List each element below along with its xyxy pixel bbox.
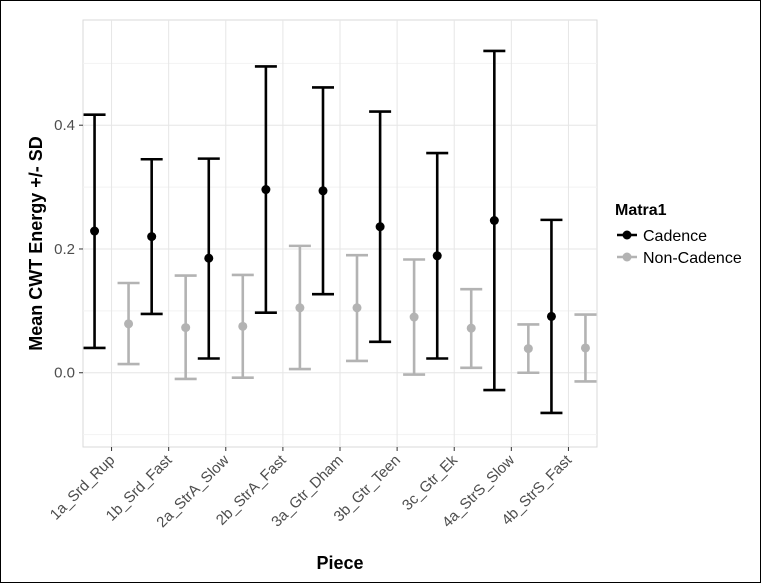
legend-title: Matra1 (615, 202, 667, 219)
non-cadence-mean-point (181, 323, 191, 333)
cadence-mean-point (489, 216, 499, 226)
y-axis-title: Mean CWT Energy +/- SD (26, 136, 46, 351)
legend-item-cadence: Cadence (617, 228, 707, 245)
non-cadence-errorbar (574, 313, 597, 383)
cadence-errorbar (426, 151, 449, 360)
non-cadence-errorbar (403, 258, 426, 376)
legend-key-point (622, 252, 632, 262)
cadence-errorbar (312, 86, 334, 296)
legend: Matra1 Cadence Non-Cadence (615, 202, 742, 267)
y-tick-label: 0.4 (54, 117, 75, 134)
legend-label: Cadence (643, 228, 707, 245)
cadence-errorbar (369, 110, 392, 344)
non-cadence-errorbar (231, 273, 254, 379)
non-cadence-mean-point (580, 343, 590, 353)
legend-key-point (622, 230, 632, 240)
non-cadence-errorbar (174, 274, 197, 381)
cadence-errorbar (254, 65, 277, 315)
cadence-mean-point (318, 186, 328, 196)
non-cadence-errorbar (460, 287, 483, 370)
non-cadence-errorbar (517, 323, 540, 375)
cadence-errorbar (540, 218, 563, 415)
non-cadence-errorbar (288, 244, 311, 371)
cadence-mean-point (90, 226, 100, 236)
cadence-errorbar (83, 113, 106, 350)
cadence-mean-point (204, 253, 214, 263)
cadence-mean-point (375, 222, 385, 232)
y-tick-label: 0.2 (54, 241, 75, 258)
non-cadence-mean-point (352, 303, 362, 313)
cadence-mean-point (261, 185, 271, 195)
non-cadence-mean-point (295, 303, 305, 313)
non-cadence-errorbar (117, 281, 140, 366)
cadence-mean-point (546, 311, 556, 321)
legend-items: Cadence Non-Cadence (617, 228, 742, 267)
non-cadence-mean-point (523, 344, 533, 354)
non-cadence-mean-point (238, 321, 248, 331)
non-cadence-mean-point (124, 319, 134, 329)
legend-item-non-cadence: Non-Cadence (617, 250, 742, 267)
series-layer (83, 49, 597, 415)
cadence-mean-point (432, 251, 442, 261)
non-cadence-mean-point (466, 323, 476, 333)
cadence-errorbar (483, 49, 506, 392)
cadence-mean-point (147, 232, 157, 242)
x-axis-title: Piece (316, 553, 363, 573)
cadence-errorbar (140, 157, 163, 316)
grid-lines (83, 20, 597, 447)
non-cadence-mean-point (409, 312, 419, 322)
cadence-errorbar (197, 157, 220, 360)
non-cadence-errorbar (346, 253, 368, 363)
legend-label: Non-Cadence (643, 250, 742, 267)
y-tick-label: 0.0 (54, 365, 75, 382)
